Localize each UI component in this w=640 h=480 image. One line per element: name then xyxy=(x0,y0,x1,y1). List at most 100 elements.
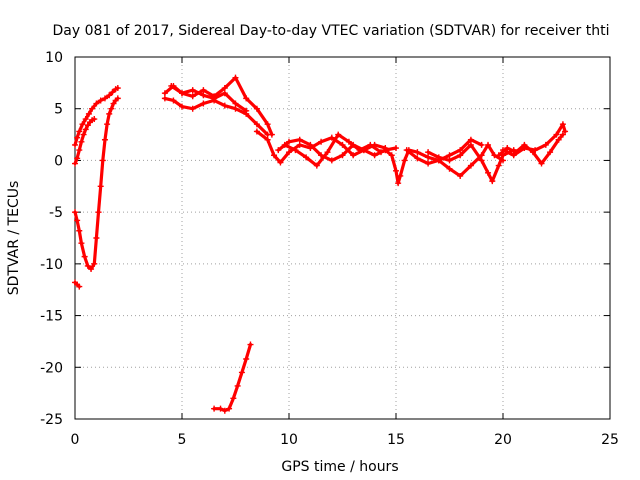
data-point xyxy=(74,217,81,224)
data-point xyxy=(243,95,250,102)
data-point xyxy=(106,110,113,117)
data-point xyxy=(80,131,87,138)
data-point xyxy=(72,141,78,148)
data-point xyxy=(324,149,331,156)
data-point xyxy=(179,103,185,110)
y-tick-label: -10 xyxy=(40,257,63,273)
data-point xyxy=(189,87,196,94)
data-point xyxy=(446,157,453,164)
data-point xyxy=(101,136,108,143)
y-tick-label: 5 xyxy=(54,102,63,118)
data-point xyxy=(264,136,271,143)
data-point xyxy=(221,102,228,109)
data-point xyxy=(504,145,511,152)
data-point xyxy=(318,138,325,145)
data-point xyxy=(350,152,357,159)
data-point xyxy=(211,95,218,102)
data-point xyxy=(74,155,81,162)
x-tick-label: 20 xyxy=(494,432,512,448)
data-point xyxy=(170,97,177,104)
y-tick-label: -15 xyxy=(40,309,63,325)
data-point xyxy=(97,97,104,104)
data-point xyxy=(532,147,539,154)
data-point xyxy=(93,100,100,107)
data-point xyxy=(393,167,399,174)
data-point xyxy=(542,141,549,148)
data-point xyxy=(114,85,121,92)
data-point xyxy=(221,407,228,414)
data-point xyxy=(232,100,239,107)
data-point xyxy=(88,266,95,273)
data-series xyxy=(72,95,121,273)
data-point xyxy=(84,122,91,129)
data-point xyxy=(85,110,92,117)
data-point xyxy=(510,152,517,159)
data-point xyxy=(555,136,562,143)
y-tick-label: -20 xyxy=(40,360,63,376)
data-point xyxy=(72,160,78,167)
data-point xyxy=(264,131,271,138)
data-point xyxy=(93,235,100,241)
data-point xyxy=(189,105,196,112)
data-point xyxy=(253,121,260,128)
series-trace xyxy=(501,122,567,157)
data-series xyxy=(72,279,83,290)
chart-title: Day 081 of 2017, Sidereal Day-to-day VTE… xyxy=(53,23,610,39)
data-point xyxy=(382,147,389,154)
data-point xyxy=(457,147,464,154)
data-point xyxy=(99,157,106,164)
data-point xyxy=(553,131,560,138)
data-point xyxy=(335,131,342,138)
data-point xyxy=(397,172,404,179)
data-point xyxy=(547,149,554,156)
data-point xyxy=(425,154,432,161)
data-point xyxy=(414,149,421,156)
data-point xyxy=(467,136,474,143)
data-point xyxy=(243,356,250,363)
y-tick-label: 0 xyxy=(54,153,63,169)
data-point xyxy=(82,126,89,133)
data-point xyxy=(425,160,432,167)
series-trace xyxy=(283,133,383,168)
data-point xyxy=(521,145,528,152)
data-point xyxy=(485,141,492,148)
data-point xyxy=(108,105,115,112)
data-point xyxy=(91,260,98,267)
data-point xyxy=(378,149,385,156)
data-point xyxy=(238,369,245,376)
data-point xyxy=(425,149,432,156)
data-point xyxy=(95,209,102,216)
data-point xyxy=(446,152,453,159)
data-point xyxy=(495,152,502,159)
data-point xyxy=(457,172,464,179)
data-series xyxy=(275,136,399,164)
data-point xyxy=(79,121,86,128)
y-axis-label: SDTVAR / TECUs xyxy=(6,181,22,296)
plot-frame xyxy=(74,56,611,420)
data-point xyxy=(189,93,196,100)
data-point xyxy=(328,134,335,141)
data-point xyxy=(296,136,303,143)
data-point xyxy=(78,138,85,145)
data-point xyxy=(339,152,346,159)
data-point xyxy=(106,92,113,99)
data-point xyxy=(161,95,168,102)
data-point xyxy=(562,128,569,135)
data-point xyxy=(457,152,464,159)
data-point xyxy=(538,160,545,167)
data-point xyxy=(371,152,378,159)
data-point xyxy=(200,87,207,94)
data-point xyxy=(78,240,85,247)
data-point xyxy=(243,107,250,114)
data-point xyxy=(264,121,271,128)
data-point xyxy=(232,105,239,112)
x-tick-label: 10 xyxy=(280,432,298,448)
data-point xyxy=(393,145,399,152)
data-point xyxy=(89,105,96,112)
data-point xyxy=(226,405,233,412)
axis-ticks: 0 5 10 15 20 25 -25 -20 -15 -10 -5 0 5 10 xyxy=(40,50,619,448)
x-tick-label: 0 xyxy=(71,432,80,448)
data-point xyxy=(221,85,228,92)
x-tick-label: 15 xyxy=(387,432,405,448)
data-point xyxy=(275,147,282,154)
